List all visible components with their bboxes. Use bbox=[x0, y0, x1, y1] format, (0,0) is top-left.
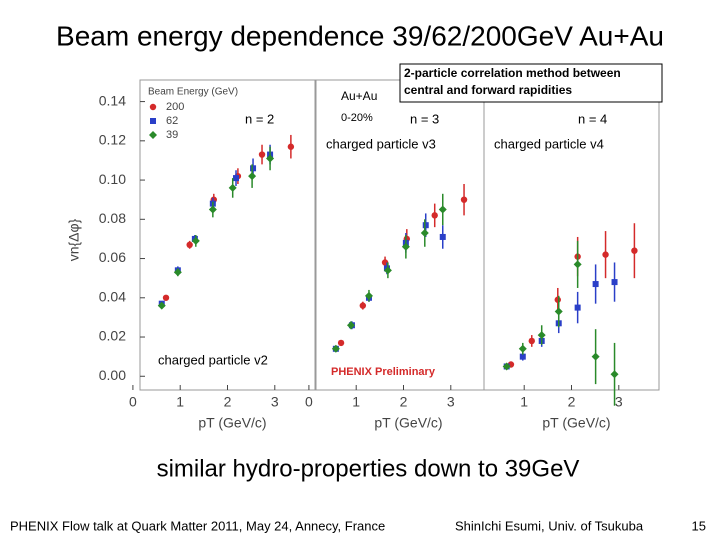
x-tick-label: 3 bbox=[271, 394, 279, 410]
legend-label: 200 bbox=[166, 101, 184, 113]
panel-caption: charged particle v2 bbox=[158, 352, 268, 367]
x-tick-label: 1 bbox=[352, 394, 360, 410]
annotation: n = 4 bbox=[578, 111, 607, 126]
point bbox=[592, 281, 599, 288]
summary: similar hydro-properties down to 39GeV bbox=[157, 455, 580, 482]
point bbox=[631, 247, 638, 254]
legend-marker bbox=[149, 131, 157, 139]
footer-left: PHENIX Flow talk at Quark Matter 2011, M… bbox=[10, 518, 385, 533]
plot-frame bbox=[139, 79, 316, 391]
point bbox=[162, 294, 170, 301]
x-tick-label: 2 bbox=[568, 394, 576, 410]
note-line: 2-particle correlation method between bbox=[404, 66, 621, 80]
point bbox=[173, 268, 182, 277]
point bbox=[519, 353, 526, 360]
y-tick-label: 0.08 bbox=[99, 210, 126, 226]
x-axis-label: pT (GeV/c) bbox=[542, 415, 610, 431]
y-tick-label: 0.06 bbox=[99, 249, 126, 265]
point bbox=[186, 241, 193, 249]
point bbox=[250, 165, 257, 172]
y-tick-label: 0.12 bbox=[99, 132, 126, 148]
plot-frame bbox=[315, 79, 492, 391]
annotation: n = 3 bbox=[410, 111, 439, 126]
legend-title: Beam Energy (GeV) bbox=[148, 87, 238, 98]
y-tick-label: 0.00 bbox=[99, 367, 126, 383]
legend-marker bbox=[150, 118, 156, 124]
panel-caption: charged particle v3 bbox=[326, 136, 436, 151]
annotation: PHENIX Preliminary bbox=[331, 366, 436, 378]
chart-group: 0.00 0.02 0.04 0.06 0.08 0.10 0.12 0.14 0 1 2 3 pT (… bbox=[66, 79, 660, 431]
point bbox=[591, 352, 600, 361]
point bbox=[258, 151, 266, 158]
point bbox=[602, 251, 609, 258]
point bbox=[331, 344, 340, 353]
legend-label: 62 bbox=[166, 115, 178, 127]
slide-title: Beam energy dependence 39/62/200GeV Au+A… bbox=[56, 20, 664, 51]
x-tick-label: 2 bbox=[400, 394, 408, 410]
point bbox=[233, 175, 240, 182]
point bbox=[347, 321, 355, 330]
point bbox=[573, 260, 582, 269]
point bbox=[401, 242, 410, 251]
note-box bbox=[399, 63, 663, 103]
point bbox=[574, 304, 581, 311]
point bbox=[610, 370, 619, 379]
point bbox=[287, 143, 295, 150]
point bbox=[431, 212, 438, 219]
point bbox=[383, 266, 392, 275]
x-tick-label: 0 bbox=[129, 394, 137, 410]
y-tick-label: 0.14 bbox=[99, 92, 126, 108]
x-tick-label: 2 bbox=[224, 394, 232, 410]
legend-marker bbox=[149, 103, 157, 111]
point bbox=[208, 205, 217, 214]
x-tick-label: 3 bbox=[615, 394, 623, 410]
point bbox=[364, 291, 373, 300]
x-tick-label: 1 bbox=[176, 394, 184, 410]
point bbox=[554, 296, 561, 303]
point bbox=[518, 344, 527, 353]
x-axis-label: pT (GeV/c) bbox=[198, 415, 266, 431]
annotation: n = 2 bbox=[245, 111, 274, 126]
point bbox=[248, 172, 257, 181]
x-axis-label: pT (GeV/c) bbox=[374, 415, 442, 431]
annotation: Au+Au bbox=[341, 89, 377, 103]
annotation: 0-20% bbox=[341, 112, 373, 124]
point bbox=[359, 302, 367, 309]
point bbox=[191, 236, 200, 245]
legend-label: 39 bbox=[166, 129, 178, 141]
point bbox=[337, 339, 345, 347]
x-tick-label: 3 bbox=[447, 394, 455, 410]
y-tick-label: 0.04 bbox=[99, 288, 126, 304]
point bbox=[528, 337, 535, 345]
point bbox=[420, 229, 429, 238]
plot-frame bbox=[483, 79, 660, 391]
x-tick-label: 1 bbox=[520, 394, 528, 410]
point bbox=[157, 301, 166, 310]
panel-caption: charged particle v4 bbox=[494, 136, 604, 151]
point bbox=[502, 362, 511, 371]
y-tick-label: 0.10 bbox=[99, 171, 126, 187]
point bbox=[611, 279, 618, 286]
point bbox=[439, 233, 446, 240]
x-tick-label: 0 bbox=[305, 394, 313, 410]
note-line: central and forward rapidities bbox=[404, 83, 572, 97]
point bbox=[228, 183, 237, 192]
point bbox=[537, 331, 546, 340]
footer-right: ShinIchi Esumi, Univ. of Tsukuba bbox=[455, 518, 644, 533]
y-tick-label: 0.02 bbox=[99, 328, 126, 344]
point bbox=[438, 205, 447, 214]
point bbox=[266, 154, 275, 163]
point bbox=[422, 222, 429, 229]
point bbox=[554, 307, 563, 316]
point bbox=[460, 196, 468, 203]
y-axis-label: vn{Δφ} bbox=[66, 218, 82, 261]
page-number: 15 bbox=[692, 518, 706, 533]
